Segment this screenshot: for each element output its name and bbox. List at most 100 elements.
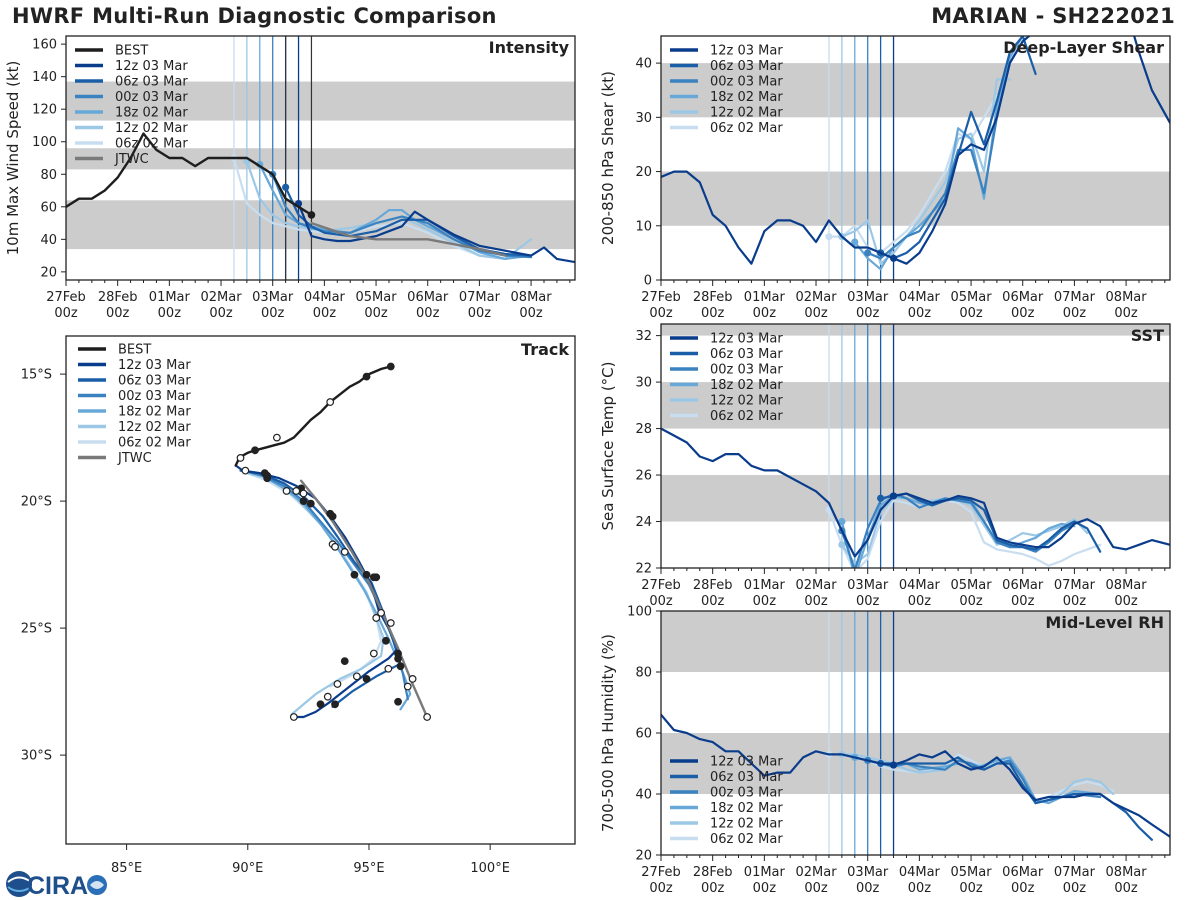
rh-ytick-label: 80: [635, 666, 652, 681]
track-position-filled: [299, 497, 308, 506]
track-panel: 85°E 90°E 95°E 100°E 15°S 20°S 25°S 30°S Track BE…: [21, 335, 576, 876]
track-position-open: [403, 682, 412, 691]
rh-legend-label: 00z 03 Mar: [710, 786, 783, 801]
rh-xtick-date: 28Feb: [693, 865, 733, 880]
shear-xtick-hour: 00z: [959, 306, 983, 321]
rh-legend-label: 06z 02 Mar: [710, 832, 783, 847]
track-position-open: [326, 398, 335, 406]
intensity-ytick-label: 140: [32, 70, 57, 85]
track-position-filled: [350, 570, 359, 579]
rh-xtick-date: 04Mar: [899, 865, 941, 880]
intensity-xtick-date: 07Mar: [459, 290, 501, 305]
shear-xtick-hour: 00z: [753, 306, 777, 321]
track-position-filled: [394, 649, 402, 658]
sst-xtick-date: 28Feb: [693, 578, 733, 593]
intensity-ytick-label: 120: [32, 103, 57, 118]
track-position-filled: [326, 509, 335, 518]
intensity-xtick-hour: 00z: [313, 306, 337, 321]
track-position-open: [340, 548, 349, 556]
shear-legend-label: 00z 03 Mar: [710, 75, 783, 90]
track-legend-label: 18z 02 Mar: [118, 405, 191, 420]
sst-xtick-date: 02Mar: [795, 578, 837, 593]
track-position-filled: [251, 446, 259, 455]
track-position-filled: [386, 362, 395, 371]
shear-legend-label: 18z 02 Mar: [710, 90, 783, 105]
intensity-best-point: [307, 211, 316, 219]
intensity-ytick-label: 160: [32, 38, 57, 53]
intensity-xtick-date: 28Feb: [98, 290, 138, 305]
rh-xtick-hour: 00z: [1011, 881, 1035, 896]
shear-xtick-date: 27Feb: [641, 290, 681, 305]
track-position-open: [408, 675, 417, 683]
track-series-line: [241, 469, 409, 701]
track-title: Track: [521, 340, 569, 359]
intensity-xtick-hour: 00z: [54, 306, 78, 321]
sst-xtick-hour: 00z: [753, 594, 777, 609]
track-legend-label: JTWC: [117, 451, 152, 466]
track-position-open: [377, 608, 385, 617]
sst-xtick-hour: 00z: [1114, 594, 1138, 609]
track-position-filled: [394, 697, 402, 706]
sst-ylabel: Sea Surface Temp (°C): [599, 361, 617, 530]
sst-series-line: [879, 492, 1102, 553]
rh-xtick-date: 07Mar: [1054, 865, 1096, 880]
sst-init-point: [838, 517, 846, 526]
sst-series-line: [892, 492, 1170, 551]
track-ytick-label: 25°S: [21, 622, 52, 637]
shear-xtick-date: 02Mar: [795, 290, 837, 305]
track-position-filled: [362, 570, 371, 579]
sst-legend-label: 12z 02 Mar: [710, 394, 783, 409]
rh-xtick-hour: 00z: [701, 881, 725, 896]
sst-xtick-hour: 00z: [649, 594, 673, 609]
sst-series-line: [827, 499, 1102, 568]
intensity-xtick-date: 27Feb: [46, 290, 86, 305]
track-legend-label: 00z 03 Mar: [118, 389, 191, 404]
rh-history-line: [661, 713, 895, 777]
rh-xtick-date: 02Mar: [795, 865, 837, 880]
shear-xtick-date: 08Mar: [1106, 290, 1148, 305]
intensity-series-line: [271, 173, 533, 259]
shear-legend-label: 12z 03 Mar: [710, 44, 783, 59]
track-position-open: [372, 614, 381, 622]
shear-series-line: [879, 36, 1037, 260]
track-xtick-label: 100°E: [470, 861, 510, 876]
sst-history-line: [661, 427, 895, 558]
intensity-xtick-date: 08Mar: [511, 290, 553, 305]
sst-legend-label: 06z 03 Mar: [710, 347, 783, 362]
track-position-open: [292, 487, 301, 495]
sst-series-line: [840, 497, 1089, 565]
track-position-filled: [316, 700, 325, 709]
rh-xtick-hour: 00z: [856, 881, 880, 896]
sst-ytick-label: 26: [635, 469, 652, 484]
shear-init-point: [825, 233, 833, 241]
intensity-legend-label: 18z 02 Mar: [115, 106, 188, 121]
rh-xtick-date: 01Mar: [744, 865, 786, 880]
intensity-ytick-label: 20: [40, 265, 57, 280]
sst-ytick-label: 32: [635, 329, 652, 344]
track-position-filled: [306, 499, 315, 508]
track-jtwc-line: [299, 479, 429, 719]
track-xtick-label: 85°E: [111, 861, 142, 876]
sst-ytick-label: 28: [635, 422, 652, 437]
sst-xtick-hour: 00z: [908, 594, 932, 609]
track-position-open: [272, 433, 281, 442]
intensity-xtick-hour: 00z: [261, 306, 285, 321]
track-legend-label: BEST: [118, 343, 151, 358]
track-position-filled: [382, 636, 390, 645]
intensity-xtick-hour: 00z: [158, 306, 182, 321]
intensity-xtick-hour: 00z: [519, 306, 543, 321]
track-frame: [65, 335, 576, 845]
sst-xtick-hour: 00z: [804, 594, 828, 609]
intensity-series-line: [297, 202, 575, 264]
rh-xtick-hour: 00z: [649, 881, 673, 896]
intensity-jtwc-line: [310, 221, 507, 257]
rh-ylabel: 700-500 hPa Humidity (%): [599, 634, 617, 832]
track-series-line: [241, 469, 412, 711]
shear-threshold-band: [661, 63, 1170, 118]
intensity-xtick-date: 04Mar: [304, 290, 346, 305]
sst-title: SST: [1131, 326, 1164, 345]
track-position-open: [236, 454, 245, 462]
rh-xtick-hour: 00z: [959, 881, 983, 896]
